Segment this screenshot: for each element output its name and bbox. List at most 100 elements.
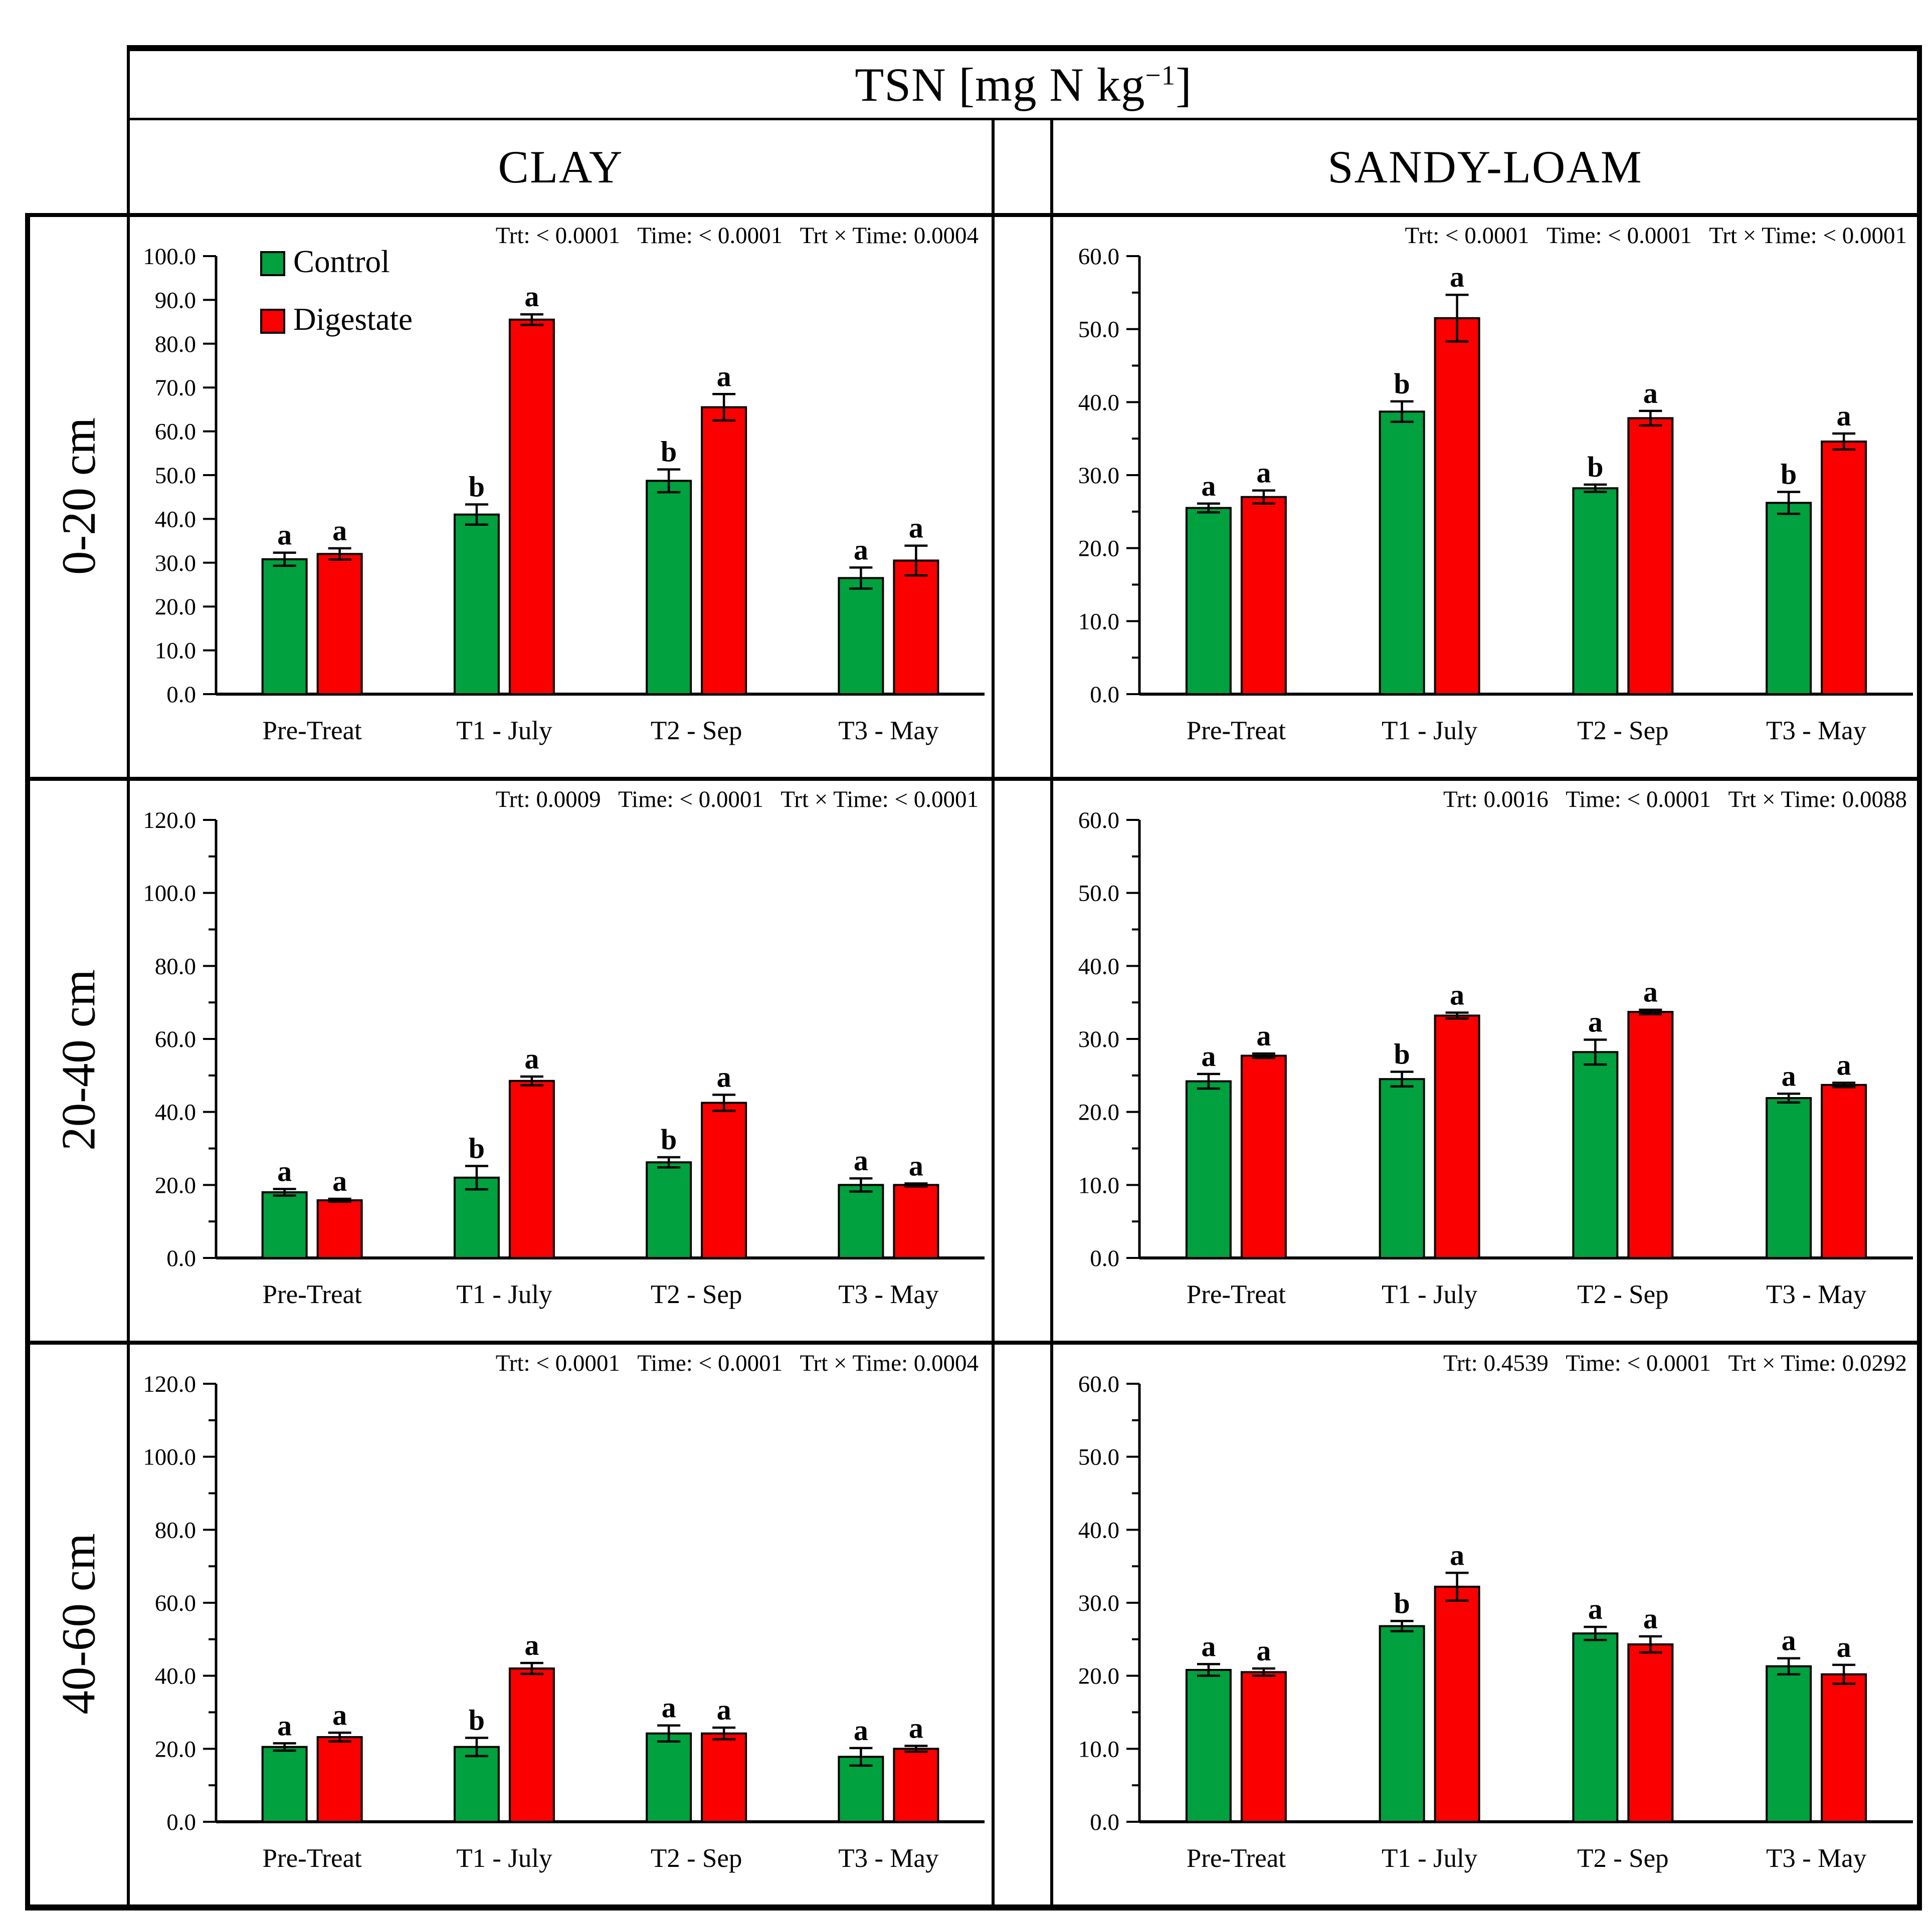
x-category-label: Pre-Treat [263,716,362,745]
x-category-label: T3 - May [838,1844,939,1873]
bar-digestate [316,1736,363,1823]
chart-panel-sandy-40-60: Trt: 0.4539 Time: < 0.0001 Trt × Time: 0… [1078,1350,1913,1873]
bar-control [838,1756,884,1823]
row-divider-2 [25,1341,1922,1345]
stats-annotation: Trt: < 0.0001 Time: < 0.0001 Trt × Time:… [1405,223,1907,249]
chart-panel-sandy-20-40: Trt: 0.0016 Time: < 0.0001 Trt × Time: 0… [1078,786,1913,1309]
bar-digestate [1821,1084,1867,1259]
significance-letter: a [277,1155,292,1187]
x-category-label: Pre-Treat [1187,1844,1286,1873]
y-tick-label: 80.0 [155,1517,196,1543]
sandy-column-left-border [1050,118,1053,1908]
significance-letter: a [1450,1539,1464,1571]
bar-control [1572,487,1619,695]
frame-top-border [127,45,1922,51]
column-header-sandy-loam: SANDY-LOAM [1053,120,1917,213]
x-category-label: T1 - July [456,1844,552,1873]
significance-letter: a [1837,399,1851,432]
significance-letter: a [1201,1630,1216,1662]
row-label-0-20cm: 0-20 cm [30,217,127,775]
chart-panel-clay-20-40: Trt: 0.0009 Time: < 0.0001 Trt × Time: <… [143,786,985,1309]
row-label-20-40cm: 20-40 cm [30,781,127,1339]
bar-digestate [1434,317,1480,696]
y-tick-label: 120.0 [143,807,196,833]
significance-letter: b [469,1132,485,1164]
bar-control [646,1161,692,1259]
significance-letter: a [854,1144,868,1177]
bar-digestate [1240,1671,1287,1823]
bar-digestate [1240,1054,1287,1259]
row-label-40-60cm: 40-60 cm [30,1345,127,1902]
frame-right-border [1917,45,1922,1910]
bar-digestate [508,318,555,696]
column-header-clay: CLAY [130,120,992,213]
stats-annotation: Trt: 0.4539 Time: < 0.0001 Trt × Time: 0… [1443,1350,1907,1376]
title-text: TSN [mg N kg−1] [855,58,1192,111]
significance-letter: a [717,1693,731,1726]
y-tick-label: 20.0 [155,594,196,620]
y-tick-label: 60.0 [1078,1371,1119,1397]
y-tick-label: 60.0 [1078,807,1119,833]
significance-letter: a [1201,1040,1216,1073]
y-tick-label: 20.0 [1078,536,1119,562]
y-tick-label: 40.0 [1078,1517,1119,1543]
y-tick-label: 0.0 [1090,682,1119,708]
legend-label: Digestate [293,302,413,337]
y-tick-label: 50.0 [1078,1444,1119,1470]
x-category-label: T3 - May [1766,716,1867,745]
bar-control [646,480,692,695]
bar-control [646,1732,692,1823]
bar-control [453,1746,500,1823]
significance-letter: a [1588,1005,1603,1038]
bar-digestate [1821,1673,1867,1823]
significance-letter: a [1450,261,1464,293]
x-category-label: Pre-Treat [1187,1280,1286,1309]
bar-control [1572,1632,1619,1823]
y-tick-label: 0.0 [166,682,196,708]
x-category-label: T1 - July [1382,1280,1478,1309]
x-category-label: T1 - July [456,1280,552,1309]
significance-letter: a [1256,1019,1271,1052]
y-tick-label: 50.0 [1078,881,1119,907]
y-tick-label: 40.0 [1078,953,1119,979]
significance-letter: a [277,519,292,551]
x-category-label: Pre-Treat [263,1844,362,1873]
y-tick-label: 0.0 [1090,1245,1119,1271]
significance-letter: a [662,1691,676,1724]
significance-letter: a [524,1629,539,1661]
significance-letter: b [1394,1587,1410,1619]
x-category-label: T2 - Sep [651,1280,742,1309]
stats-annotation: Trt: 0.0009 Time: < 0.0001 Trt × Time: <… [496,786,979,812]
x-category-label: T1 - July [456,716,552,745]
y-tick-label: 30.0 [1078,1026,1119,1052]
bar-digestate [508,1080,555,1259]
significance-letter: b [1394,367,1410,400]
significance-letter: b [661,1123,677,1156]
bar-digestate [893,1184,939,1259]
x-category-label: T3 - May [1766,1844,1867,1873]
frame-bottom-border [25,1904,1922,1910]
y-tick-label: 100.0 [143,881,196,907]
y-tick-label: 10.0 [1078,1172,1119,1198]
y-tick-label: 100.0 [143,244,196,270]
significance-letter: a [332,1698,347,1731]
y-tick-label: 20.0 [155,1172,196,1198]
y-tick-label: 50.0 [1078,317,1119,343]
y-tick-label: 20.0 [1078,1100,1119,1126]
y-tick-label: 50.0 [155,463,196,489]
y-tick-label: 0.0 [166,1245,196,1271]
significance-letter: b [1394,1038,1410,1071]
y-tick-label: 80.0 [155,331,196,357]
frame-left-border [25,213,30,1910]
chart-column-left-border [127,45,130,1908]
chart-panel-sandy-0-20: Trt: < 0.0001 Time: < 0.0001 Trt × Time:… [1078,223,1913,745]
bar-control [453,1176,500,1259]
x-category-label: Pre-Treat [1187,716,1286,745]
header-bottom-border [25,213,1922,217]
legend-swatch-digestate [260,309,285,334]
bar-digestate [1240,496,1287,695]
bar-digestate [893,559,939,695]
significance-letter: a [1256,1634,1271,1667]
y-tick-label: 40.0 [155,1100,196,1126]
y-tick-label: 120.0 [143,1371,196,1397]
